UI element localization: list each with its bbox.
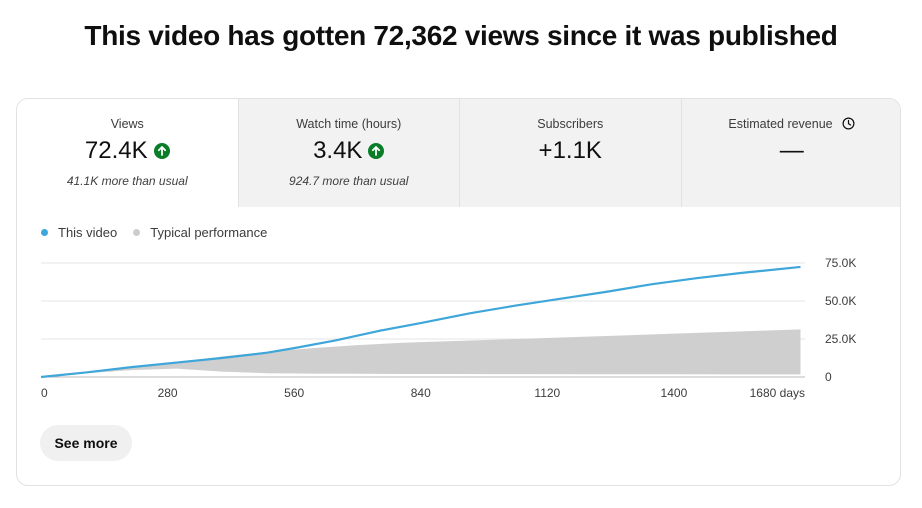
tab-views[interactable]: Views 72.4K 41.1K more than usual [17, 99, 238, 207]
x-tick-label: 560 [284, 386, 304, 400]
metric-value-subscribers: +1.1K [460, 137, 681, 165]
revenue-value: — [779, 137, 804, 164]
x-tick-label: 0 [41, 386, 48, 400]
revenue-label: Estimated revenue [728, 117, 833, 131]
subscribers-value: +1.1K [538, 137, 602, 164]
metric-value-watch-time: 3.4K [239, 137, 460, 165]
metric-label-views: Views [110, 117, 144, 131]
page-title: This video has gotten 72,362 views since… [84, 20, 838, 51]
views-comparison-note: 41.1K more than usual [66, 174, 188, 188]
tab-subscribers[interactable]: Subscribers +1.1K [459, 99, 681, 207]
tab-estimated-revenue[interactable]: Estimated revenue — [680, 99, 901, 207]
metric-label-subscribers: Subscribers [537, 117, 604, 131]
x-tick-label: 840 [411, 386, 431, 400]
legend-item-this-video: This video [41, 225, 117, 240]
views-value: 72.4K [84, 137, 148, 164]
clock-icon [842, 117, 855, 133]
watch-time-comparison-note: 924.7 more than usual [289, 174, 409, 188]
legend-label-this-video: This video [58, 225, 118, 240]
metric-label-watch-time: Watch time (hours) [296, 117, 402, 131]
legend-dot-typical [133, 229, 141, 236]
views-chart: 0 25.0K 50.0K 75.0K 0 280 560 840 1120 1400 1680 d… [40, 256, 856, 400]
y-tick-label: 75.0K [825, 256, 856, 270]
legend-dot-this-video [41, 229, 48, 236]
analytics-card: Views 72.4K 41.1K more than usual Watch … [16, 98, 901, 486]
y-tick-label: 0 [825, 370, 832, 384]
metric-value-revenue: — [682, 137, 901, 165]
typical-performance-band [41, 329, 801, 377]
metric-value-views: 72.4K [17, 137, 238, 165]
legend-item-typical: Typical performance [133, 225, 267, 240]
metric-tabs: Views 72.4K 41.1K more than usual Watch … [17, 99, 901, 207]
x-tick-label: 1680 days [750, 386, 805, 400]
arrow-up-circle-icon [153, 143, 170, 159]
legend-label-typical: Typical performance [150, 225, 268, 240]
x-tick-label: 280 [158, 386, 178, 400]
y-tick-label: 50.0K [825, 294, 856, 308]
metric-label-revenue: Estimated revenue [682, 117, 901, 133]
watch-time-value: 3.4K [313, 137, 363, 164]
y-tick-label: 25.0K [825, 332, 856, 346]
tab-watch-time[interactable]: Watch time (hours) 3.4K 924.7 more than … [237, 99, 460, 207]
arrow-up-circle-icon [368, 143, 385, 159]
series-line-this-video [40, 265, 801, 379]
x-tick-label: 1400 [661, 386, 688, 400]
chart-legend: This video Typical performance [41, 225, 267, 240]
see-more-button[interactable]: See more [40, 425, 132, 461]
x-tick-label: 1120 [534, 386, 560, 400]
